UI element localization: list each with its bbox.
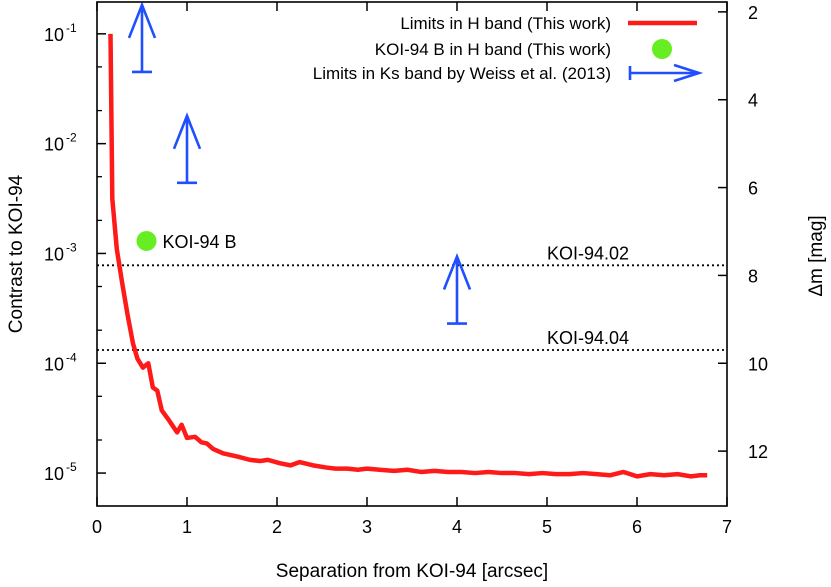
x-tick-label: 0 xyxy=(92,517,102,537)
y2-tick-label: 4 xyxy=(748,91,758,111)
y2-tick-label: 6 xyxy=(748,179,758,199)
x-axis-label: Separation from KOI-94 [arcsec] xyxy=(276,561,548,582)
x-tick-label: 7 xyxy=(722,517,732,537)
ks-band-limit-arrow xyxy=(172,112,202,185)
y-tick-label: 10 xyxy=(44,354,64,374)
koi-94-b-label: KOI-94 B xyxy=(163,232,237,252)
reference-lines: KOI-94.02 KOI-94.04 xyxy=(97,243,727,351)
x-tick-label: 6 xyxy=(632,517,642,537)
legend-label: KOI-94 B in H band (This work) xyxy=(375,40,611,59)
y-axis-label: Contrast to KOI-94 xyxy=(6,174,27,333)
legend-label: Limits in Ks band by Weiss et al. (2013) xyxy=(313,64,611,83)
x-tick-label: 4 xyxy=(452,517,462,537)
arrow-head xyxy=(442,252,472,291)
y-tick-exponent: -3 xyxy=(66,240,77,254)
y2-tick-label: 10 xyxy=(748,354,768,374)
arrow-head xyxy=(673,63,704,83)
y-tick-label: 10 xyxy=(44,244,64,264)
y-tick-label: 10 xyxy=(44,135,64,155)
legend-arrow-swatch xyxy=(628,63,704,83)
koi-94-b-point xyxy=(136,230,157,251)
legend-label: Limits in H band (This work) xyxy=(400,14,611,33)
arrow-head xyxy=(172,112,202,150)
x-tick-label: 3 xyxy=(362,517,372,537)
ks-band-limit-arrow xyxy=(127,1,157,74)
y-tick-exponent: -1 xyxy=(66,21,77,35)
h-band-limit-line xyxy=(108,33,708,479)
y-tick-label: 10 xyxy=(44,25,64,45)
y2-tick-label: 12 xyxy=(748,442,768,462)
x-tick-label: 1 xyxy=(182,517,192,537)
data-marks: KOI-94 B xyxy=(108,1,708,479)
y-tick-exponent: -2 xyxy=(66,131,77,145)
arrow-head xyxy=(127,1,157,39)
y2-axis-label: Δm [mag] xyxy=(806,215,827,296)
ks-band-limit-arrow xyxy=(442,252,472,325)
y2-tick-label: 2 xyxy=(748,3,758,23)
y-tick-exponent: -4 xyxy=(66,350,77,364)
legend: Limits in H band (This work) KOI-94 B in … xyxy=(313,14,704,83)
x-tick-label: 2 xyxy=(272,517,282,537)
reference-line-label: KOI-94.02 xyxy=(547,243,629,263)
y2-tick-label: 8 xyxy=(748,266,758,286)
y-tick-exponent: -5 xyxy=(66,460,77,474)
reference-line-label: KOI-94.04 xyxy=(547,328,629,348)
legend-point-swatch xyxy=(652,39,672,59)
x-tick-label: 5 xyxy=(542,517,552,537)
y-tick-label: 10 xyxy=(44,464,64,484)
